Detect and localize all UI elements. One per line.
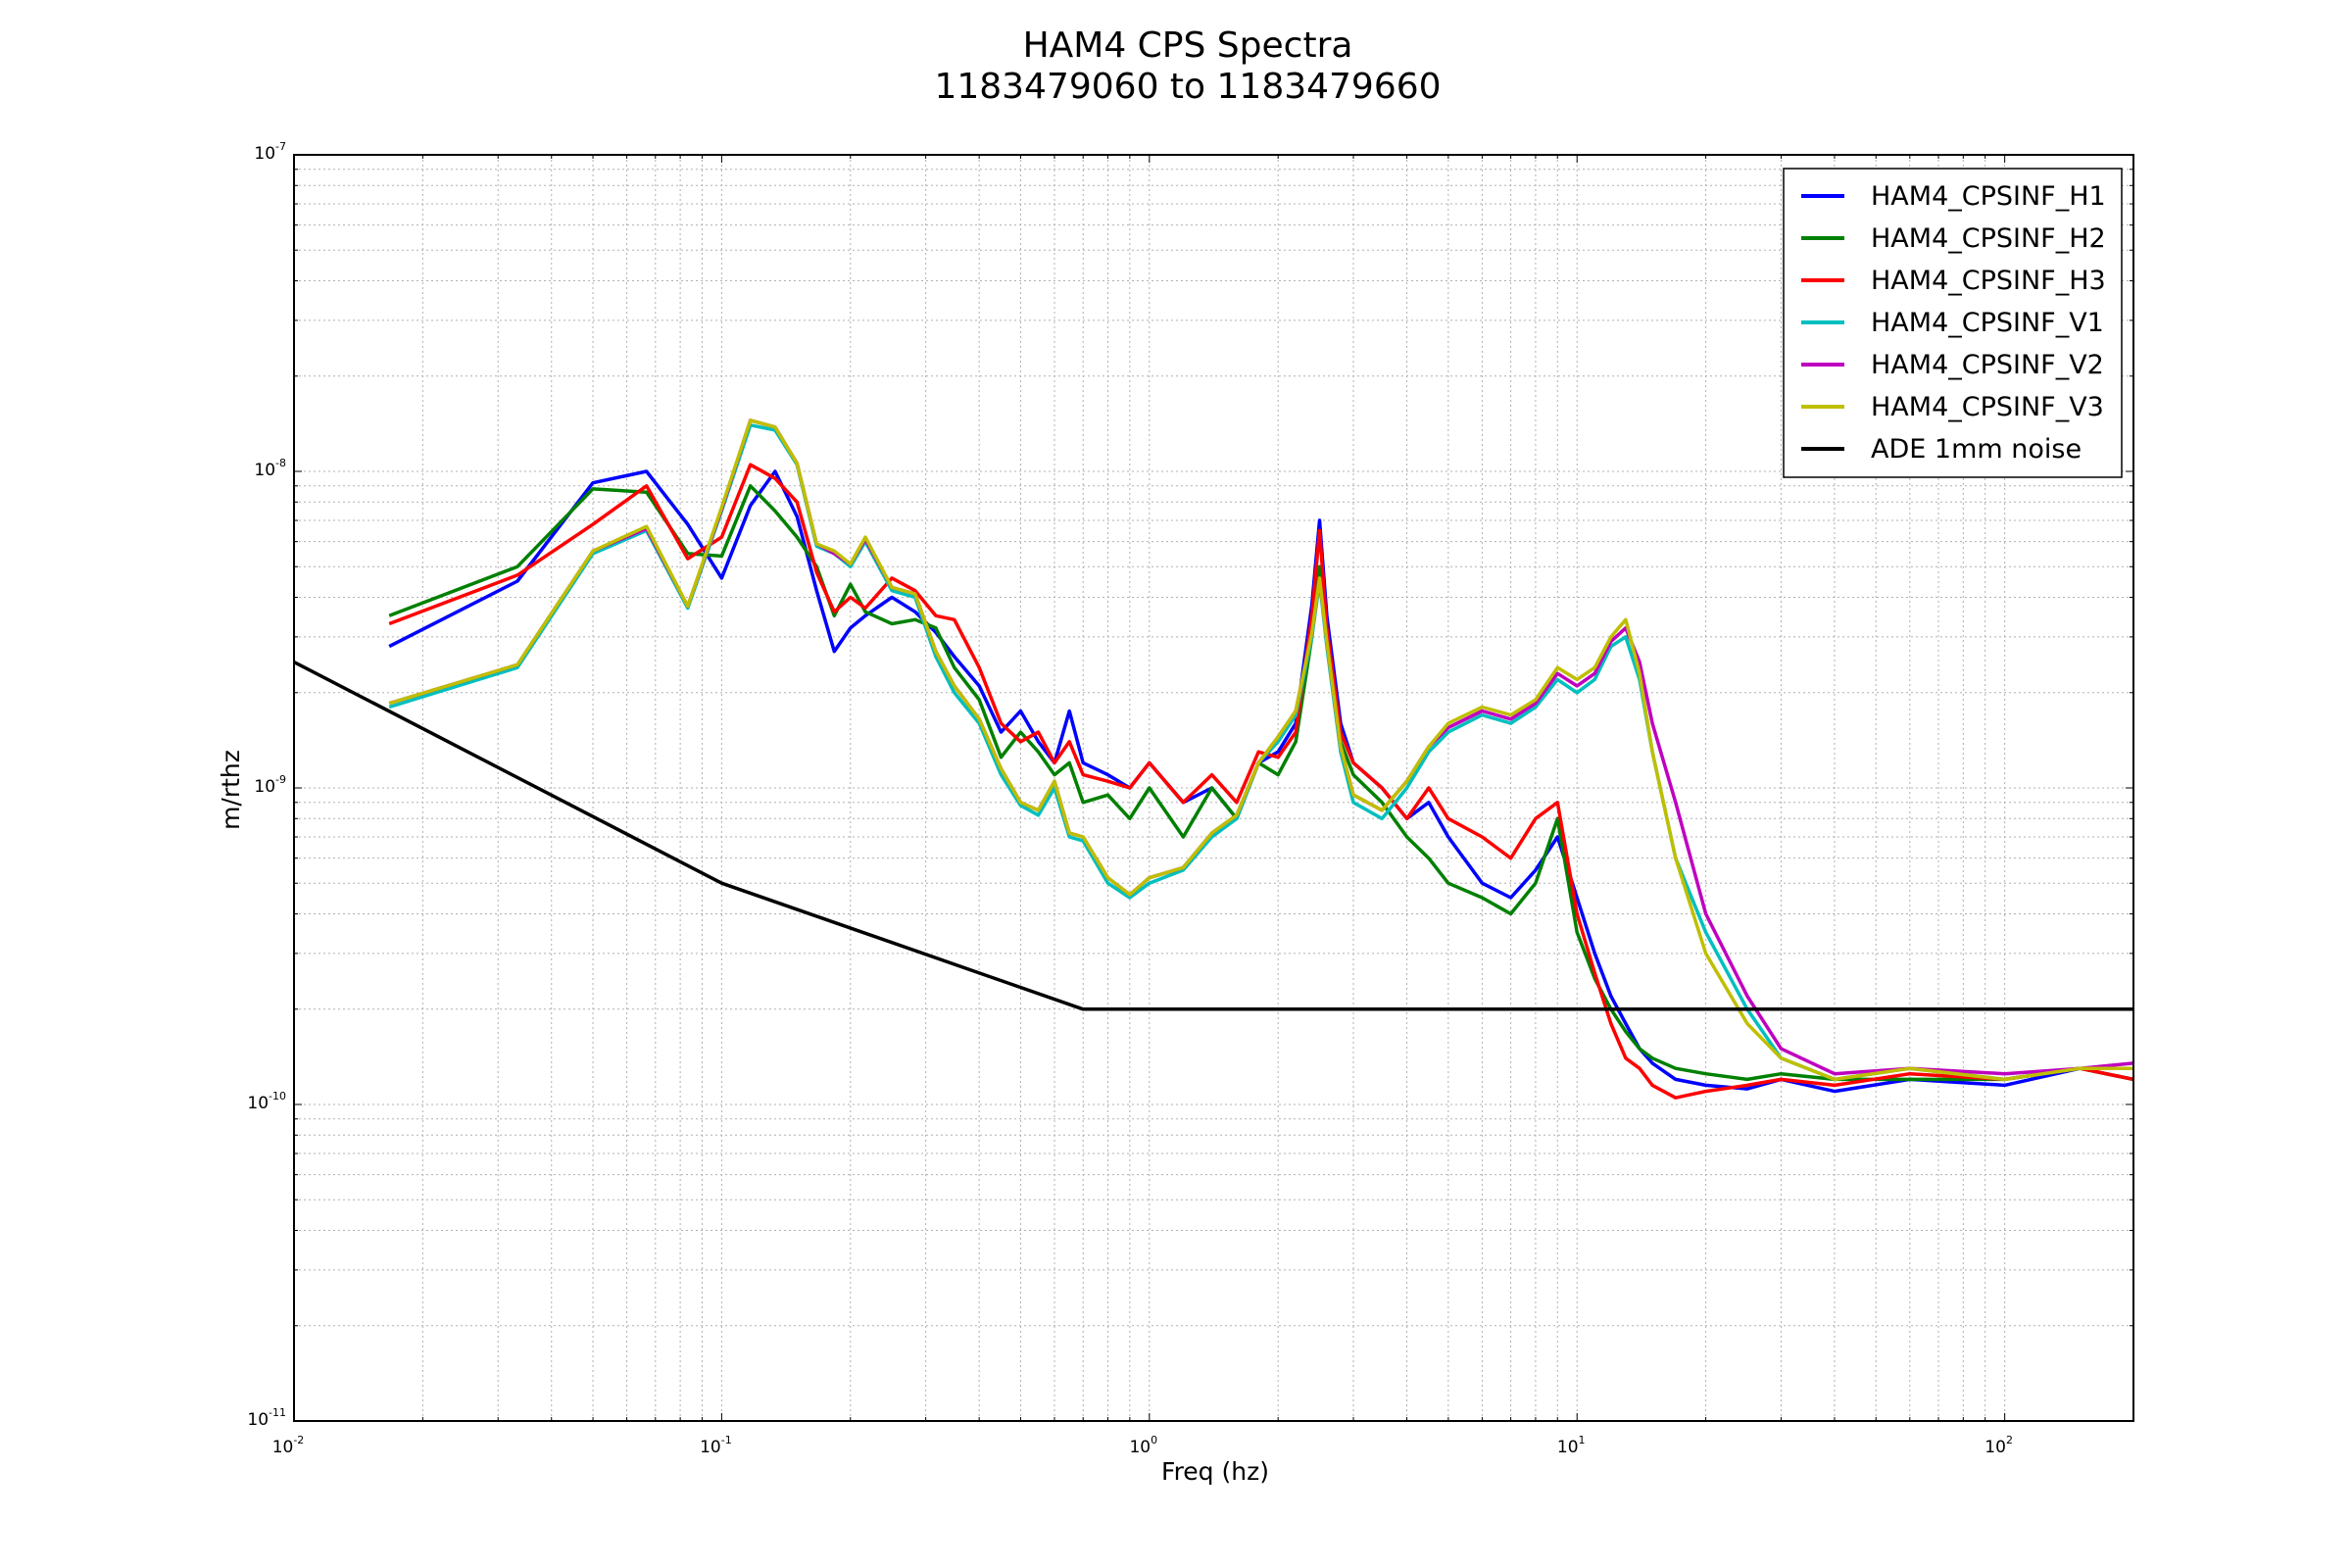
chart-subtitle: 1183479060 to 1183479660 [934,67,1441,107]
x-axis-label: Freq (hz) [1161,1457,1269,1486]
legend-label: HAM4_CPSINF_H1 [1871,181,2106,212]
legend-label: HAM4_CPSINF_H3 [1871,266,2106,296]
x-tick-label: 101 [1557,1434,1586,1457]
series-line-3 [388,463,2133,1100]
legend-label: HAM4_CPSINF_V3 [1871,392,2104,422]
x-tick-label: 100 [1129,1434,1157,1457]
series-line-5 [388,418,2133,1076]
chart-title: HAM4 CPS Spectra [1023,25,1353,66]
y-tick-label: 10-8 [254,457,286,480]
legend-label: ADE 1mm noise [1871,434,2082,465]
data-layer [294,418,2133,1100]
x-tick-label: 102 [1984,1434,2013,1457]
x-tick-label: 10-1 [700,1434,732,1457]
x-tick-label: 10-2 [272,1434,305,1457]
series-line-1 [388,469,2133,1094]
y-tick-label: 10-9 [254,773,286,797]
y-axis-label: m/rthz [217,750,245,830]
y-tick-label: 10-10 [247,1090,286,1113]
y-tick-label: 10-7 [254,140,286,164]
series-line-6 [388,418,2133,1082]
series-line-7 [294,660,2133,1011]
legend-label: HAM4_CPSINF_H2 [1871,223,2106,254]
legend: HAM4_CPSINF_H1 HAM4_CPSINF_H2 HAM4_CPSINF_… [1783,168,2123,478]
series-line-2 [388,484,2133,1082]
legend-label: HAM4_CPSINF_V1 [1871,308,2104,338]
tick-layer: 10-2 10-1 100 101 102 10-11 10-10 10-9 10-8 10-7 [247,140,2134,1457]
legend-label: HAM4_CPSINF_V2 [1871,350,2104,380]
y-tick-label: 10-11 [247,1406,286,1430]
